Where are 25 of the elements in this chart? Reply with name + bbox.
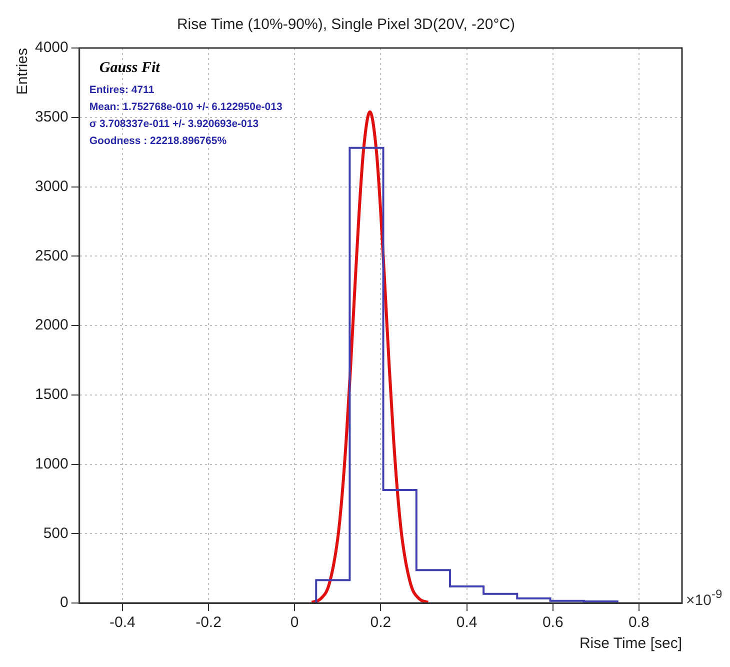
x-tick-label: -0.2 (196, 614, 222, 632)
x-tick-label: -0.4 (109, 614, 136, 632)
y-tick-label: 3500 (34, 108, 68, 126)
y-tick-label: 2500 (34, 247, 68, 264)
annotation: Entires: 4711 (89, 84, 154, 96)
y-axis-title: Entries (14, 48, 32, 95)
y-tick-label: 1500 (34, 386, 68, 404)
annotation: Mean: 1.752768e-010 +/- 6.122950e-013 (89, 101, 282, 113)
y-tick-label: 3000 (34, 178, 68, 195)
chart-title: Rise Time (10%-90%), Single Pixel 3D(20V, -20°C) (176, 16, 516, 34)
y-tick-label: 500 (43, 524, 68, 542)
x-tick-label: 0.4 (456, 614, 478, 632)
line-series (310, 110, 430, 603)
y-tick-label: 1000 (34, 455, 68, 472)
x-tick-label: 0.8 (628, 614, 650, 632)
x-axis-title: Rise Time [sec] (579, 635, 682, 652)
annotation: Goodness : 22218.896765% (89, 135, 228, 147)
y-tick-label: 2000 (34, 316, 68, 334)
y-tick-label: 0 (60, 594, 68, 612)
annotation: σ 3.708337e-011 +/- 3.920693e-013 (89, 118, 259, 130)
x-tick-label: 0.6 (542, 614, 564, 632)
annotation: Gauss Fit (99, 60, 161, 76)
x-tick-label: 0.2 (370, 614, 392, 632)
y-tick-label: 4000 (34, 39, 68, 56)
x-tick-label: 0 (290, 614, 299, 632)
